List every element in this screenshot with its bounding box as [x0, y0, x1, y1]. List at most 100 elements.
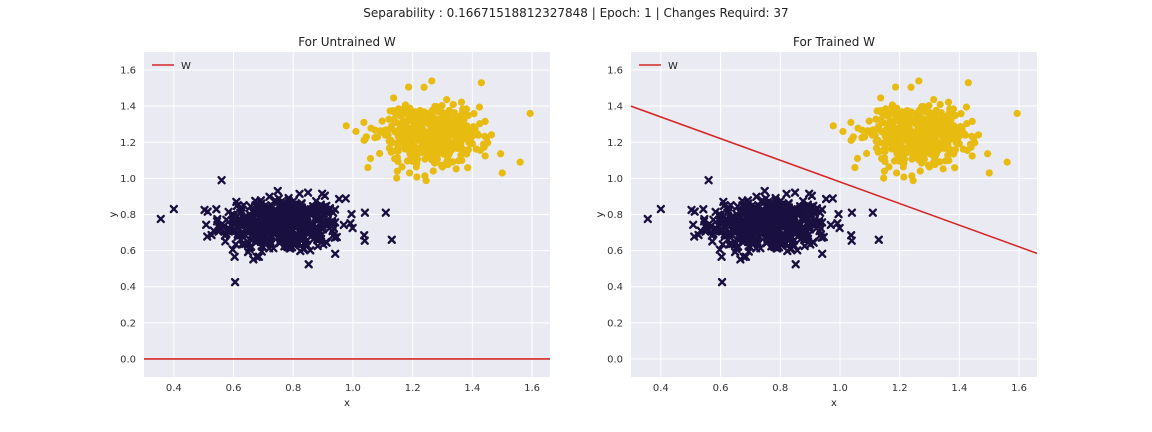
- circle-marker-point: [445, 106, 453, 114]
- x-marker-point: [257, 235, 267, 245]
- x-marker-point: [694, 230, 703, 240]
- circle-marker-point: [498, 169, 506, 177]
- circle-marker-point: [443, 96, 451, 104]
- x-marker-point: [733, 202, 742, 211]
- x-marker-point: [303, 188, 313, 197]
- circle-marker-point: [891, 83, 900, 91]
- x-tick-label: 1.0: [832, 383, 848, 394]
- circle-marker-point: [403, 141, 411, 149]
- circle-marker-point: [526, 109, 534, 118]
- legend: W: [639, 61, 678, 72]
- circle-marker-point: [466, 134, 474, 142]
- circle-marker-point: [481, 152, 489, 160]
- x-marker-point: [156, 214, 165, 224]
- x-marker-point: [290, 241, 299, 250]
- circle-marker-point: [367, 124, 375, 132]
- circle-marker-point: [464, 164, 472, 172]
- x-marker-point: [696, 226, 705, 235]
- circle-marker-point: [444, 160, 452, 169]
- circle-marker-point: [968, 117, 976, 126]
- circle-marker-point: [847, 118, 855, 127]
- x-marker-point: [201, 220, 211, 229]
- x-marker-point: [212, 205, 221, 214]
- chart-untrained-w: 0.4 0.6 0.8 1.0 1.2 1.4 1.6 0.0 0.2 0.4 0.6 0.8 1.0 1…: [108, 35, 550, 409]
- x-marker-point: [256, 196, 266, 205]
- x-marker-point: [790, 188, 800, 197]
- circle-marker-point: [946, 135, 955, 143]
- circle-marker-point: [437, 161, 445, 169]
- x-marker-point: [723, 208, 732, 218]
- x-marker-point: [743, 215, 752, 224]
- circle-marker-point: [483, 134, 491, 142]
- circle-marker-point: [497, 150, 505, 158]
- x-marker-point: [295, 189, 304, 199]
- x-marker-point: [284, 207, 294, 216]
- x-marker-point: [835, 223, 844, 233]
- x-marker-point: [296, 246, 305, 256]
- circle-marker-point: [936, 100, 944, 109]
- circle-marker-point: [406, 169, 414, 177]
- circle-marker-point: [452, 135, 460, 143]
- circle-marker-point: [457, 151, 465, 159]
- circle-marker-point: [406, 156, 415, 164]
- x-marker-point: [771, 218, 780, 228]
- circle-marker-point: [860, 133, 869, 141]
- x-marker-point: [874, 235, 883, 244]
- y-tick-label: 1.6: [120, 66, 136, 77]
- x-marker-point: [826, 220, 836, 230]
- circle-marker-point: [923, 146, 931, 154]
- circle-marker-point: [970, 134, 978, 142]
- circle-marker-point: [413, 173, 421, 181]
- y-tick-label: 1.4: [120, 102, 136, 113]
- x-marker-point: [284, 218, 293, 228]
- x-marker-point: [267, 201, 276, 210]
- x-marker-point: [752, 192, 761, 201]
- x-marker-point: [730, 247, 740, 257]
- circle-marker-point: [435, 108, 443, 116]
- x-marker-point: [243, 247, 253, 257]
- circle-marker-point: [880, 139, 889, 147]
- circle-marker-point: [877, 94, 885, 102]
- circle-marker-point: [854, 124, 862, 132]
- circle-marker-point: [390, 94, 398, 102]
- circle-marker-point: [931, 160, 939, 169]
- x-marker-point: [309, 235, 318, 244]
- circle-marker-point: [956, 123, 965, 131]
- y-tick-label: 0.0: [120, 354, 136, 365]
- class-negative-points: [156, 175, 396, 287]
- x-marker-point: [773, 200, 783, 210]
- circle-marker-point: [893, 156, 902, 164]
- x-marker-point: [769, 242, 778, 251]
- circle-marker-point: [913, 135, 921, 143]
- x-marker-point: [756, 243, 765, 253]
- circle-marker-point: [387, 122, 396, 130]
- circle-marker-point: [851, 163, 859, 172]
- circle-marker-point: [477, 79, 485, 87]
- y-tick-label: 1.2: [120, 138, 136, 149]
- circle-marker-point: [930, 96, 938, 104]
- x-marker-point: [321, 218, 330, 227]
- circle-marker-point: [939, 135, 947, 143]
- x-marker-point: [790, 228, 800, 237]
- x-marker-point: [273, 186, 282, 196]
- circle-marker-point: [457, 98, 466, 106]
- x-marker-point: [818, 249, 827, 258]
- circle-marker-point: [880, 167, 888, 175]
- y-tick-label: 1.4: [607, 102, 623, 113]
- circle-marker-point: [893, 169, 901, 177]
- circle-marker-point: [1013, 109, 1021, 118]
- x-marker-point: [717, 252, 726, 261]
- circle-marker-point: [421, 117, 429, 125]
- circle-marker-point: [963, 120, 971, 128]
- circle-marker-point: [880, 154, 888, 162]
- circle-marker-point: [874, 122, 883, 130]
- circle-marker-point: [464, 111, 472, 120]
- circle-marker-point: [985, 169, 993, 177]
- x-marker-point: [281, 233, 290, 242]
- x-marker-point: [225, 224, 234, 234]
- x-marker-point: [801, 207, 810, 216]
- circle-marker-point: [906, 145, 914, 153]
- circle-marker-point: [452, 165, 460, 173]
- circle-marker-point: [414, 123, 423, 131]
- circle-marker-point: [342, 122, 350, 130]
